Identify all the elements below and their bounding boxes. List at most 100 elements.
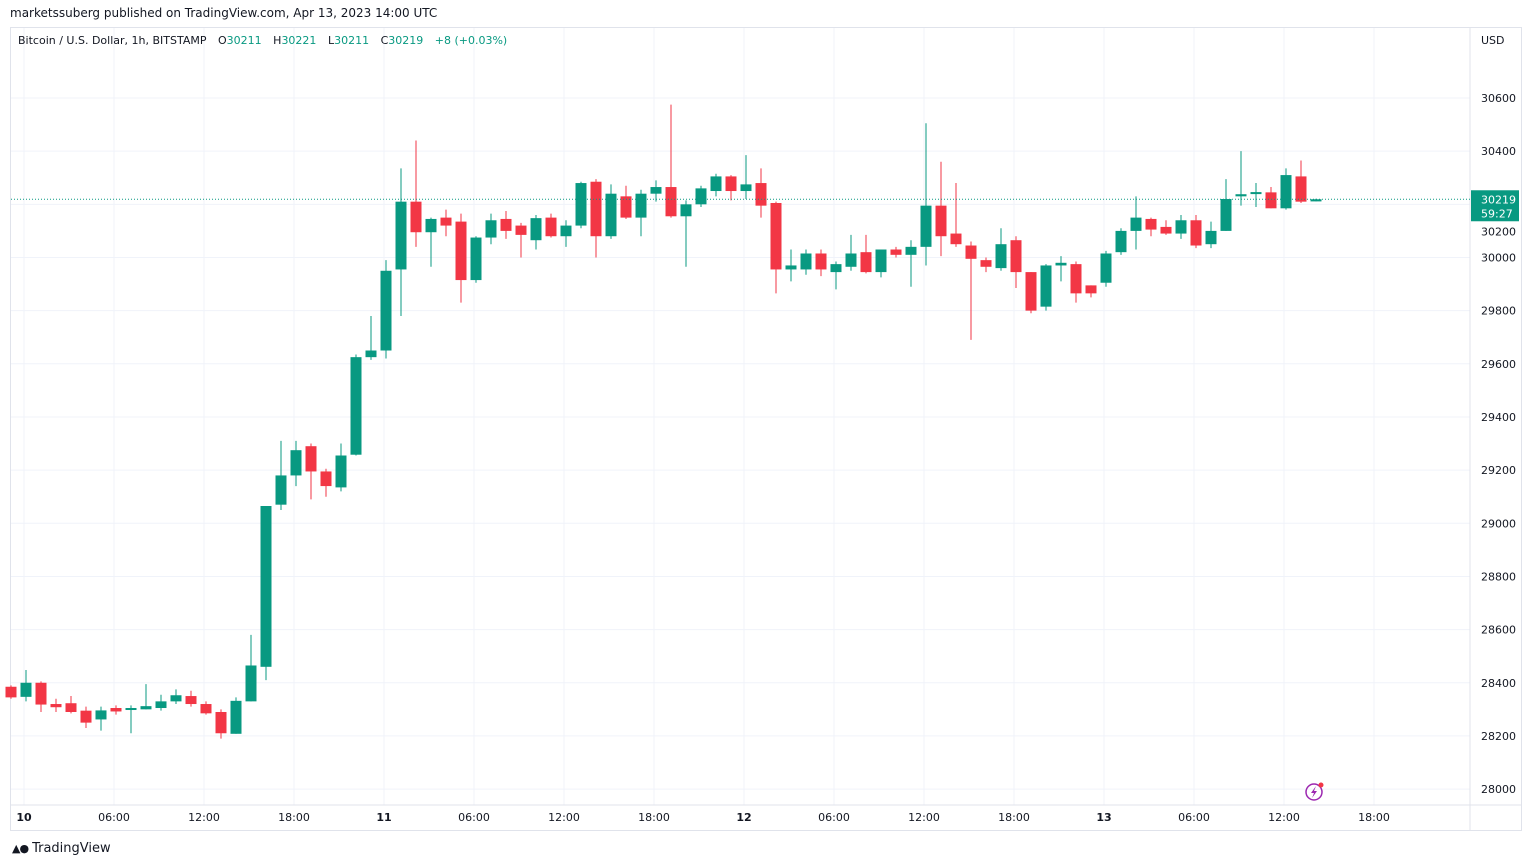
candle-up bbox=[1205, 230, 1217, 245]
candle-up bbox=[710, 176, 722, 192]
candle-up bbox=[830, 264, 842, 273]
candle-up bbox=[290, 450, 302, 476]
candle-up bbox=[95, 710, 107, 720]
price-tick-label: 28200 bbox=[1481, 730, 1516, 743]
candle-up bbox=[560, 225, 572, 237]
candle-up bbox=[395, 201, 407, 270]
candle-up bbox=[485, 220, 497, 238]
candle-up bbox=[875, 249, 887, 273]
low-value: 30211 bbox=[334, 34, 370, 47]
currency-label[interactable]: USD bbox=[1481, 34, 1505, 47]
candle-up bbox=[170, 695, 182, 702]
time-tick-label: 06:00 bbox=[818, 811, 850, 824]
candle-up bbox=[275, 475, 287, 505]
close-label: C bbox=[380, 34, 389, 47]
last-price-badge bbox=[1471, 190, 1519, 222]
candle-down bbox=[1295, 176, 1307, 202]
candle-up bbox=[1130, 217, 1142, 231]
candle-up bbox=[230, 700, 242, 734]
candle-up bbox=[680, 204, 692, 217]
candle-up bbox=[1040, 265, 1052, 307]
candle-down bbox=[545, 217, 557, 237]
candle-up bbox=[1175, 220, 1187, 234]
candle-up bbox=[335, 455, 347, 488]
candle-up bbox=[470, 237, 482, 281]
candle-up bbox=[260, 506, 272, 667]
chart-frame bbox=[10, 27, 1522, 831]
brand-name: TradingView bbox=[32, 841, 111, 856]
time-tick-label: 12 bbox=[736, 811, 751, 824]
candle-up bbox=[155, 701, 167, 709]
time-tick-label: 10 bbox=[16, 811, 32, 824]
countdown-label: 59:27 bbox=[1481, 207, 1513, 220]
time-tick-label: 06:00 bbox=[1178, 811, 1210, 824]
candle-down bbox=[1265, 192, 1277, 209]
candle-down bbox=[665, 187, 677, 217]
candle-down bbox=[1085, 285, 1097, 294]
candle-down bbox=[1160, 226, 1172, 234]
candle-down bbox=[110, 708, 122, 712]
symbol-legend: Bitcoin / U.S. Dollar, 1h, BITSTAMP O302… bbox=[18, 34, 507, 47]
time-tick-label: 18:00 bbox=[998, 811, 1030, 824]
time-tick-label: 06:00 bbox=[458, 811, 490, 824]
time-tick-label: 12:00 bbox=[908, 811, 940, 824]
candle-down bbox=[410, 201, 422, 233]
price-tick-label: 30000 bbox=[1481, 251, 1516, 264]
candle-down bbox=[1145, 218, 1157, 230]
candle-down bbox=[1010, 240, 1022, 273]
time-tick-label: 12:00 bbox=[1268, 811, 1300, 824]
lightning-icon[interactable] bbox=[1305, 783, 1323, 801]
candle-down bbox=[620, 196, 632, 218]
high-label: H bbox=[273, 34, 282, 47]
change-value: +8 (+0.03%) bbox=[434, 34, 508, 47]
candle-up bbox=[380, 270, 392, 351]
candle-down bbox=[725, 176, 737, 192]
time-tick-label: 13 bbox=[1096, 811, 1111, 824]
candle-up bbox=[995, 244, 1007, 269]
candle-up bbox=[1115, 230, 1127, 253]
price-tick-label: 28400 bbox=[1481, 677, 1516, 690]
candle-down bbox=[5, 686, 17, 698]
candle-up bbox=[800, 253, 812, 270]
candle-down bbox=[1070, 264, 1082, 294]
time-tick-label: 18:00 bbox=[1358, 811, 1390, 824]
candle-down bbox=[215, 711, 227, 734]
candle-up bbox=[1250, 192, 1262, 195]
candle-down bbox=[65, 703, 77, 712]
candle-up bbox=[575, 183, 587, 226]
candle-up bbox=[425, 218, 437, 233]
candle-down bbox=[1190, 220, 1202, 246]
candle-up bbox=[1235, 194, 1247, 197]
candle-up bbox=[650, 187, 662, 194]
time-tick-label: 06:00 bbox=[98, 811, 130, 824]
symbol-title[interactable]: Bitcoin / U.S. Dollar, 1h, BITSTAMP bbox=[18, 34, 207, 47]
open-label: O bbox=[217, 34, 227, 47]
published-caption: marketssuberg published on TradingView.c… bbox=[10, 6, 438, 20]
candle-down bbox=[965, 245, 977, 259]
price-tick-label: 28600 bbox=[1481, 624, 1516, 637]
candle-up bbox=[140, 706, 152, 710]
open-value: 30211 bbox=[226, 34, 262, 47]
price-tick-label: 29200 bbox=[1481, 464, 1516, 477]
time-tick-label: 11 bbox=[376, 811, 391, 824]
candle-down bbox=[950, 233, 962, 245]
candle-down bbox=[305, 446, 317, 472]
candle-down bbox=[320, 471, 332, 487]
candle-up bbox=[920, 205, 932, 247]
candle-down bbox=[770, 202, 782, 270]
candle-down bbox=[440, 217, 452, 226]
time-tick-label: 12:00 bbox=[188, 811, 220, 824]
candle-down bbox=[455, 221, 467, 281]
candle-down bbox=[500, 218, 512, 231]
candle-up bbox=[845, 253, 857, 267]
last-price-label: 30219 bbox=[1481, 193, 1516, 206]
candle-down bbox=[890, 249, 902, 255]
tradingview-brand[interactable]: ▲● TradingView bbox=[12, 841, 111, 856]
price-tick-label: 28000 bbox=[1481, 783, 1516, 796]
candle-up bbox=[365, 350, 377, 358]
time-tick-label: 12:00 bbox=[548, 811, 580, 824]
time-tick-label: 18:00 bbox=[638, 811, 670, 824]
tradingview-logo-icon: ▲● bbox=[12, 842, 29, 855]
candle-up bbox=[1310, 199, 1322, 202]
